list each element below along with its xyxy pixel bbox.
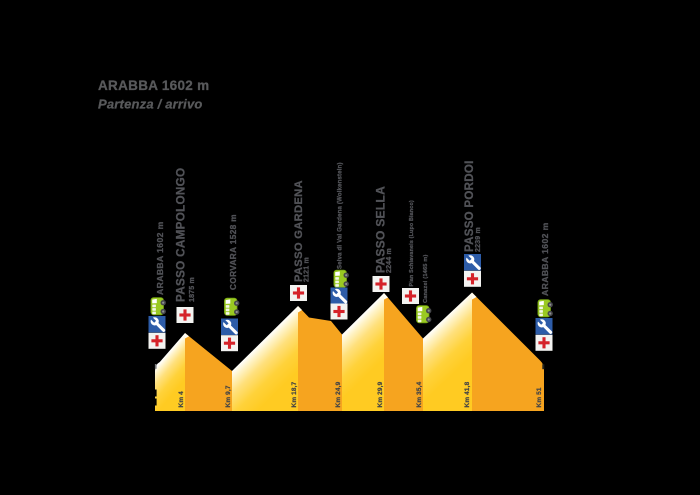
svg-text:Km 4: Km 4	[178, 391, 185, 408]
svg-text:Km 18,7: Km 18,7	[291, 381, 298, 407]
svg-text:Partenza / arrivo: Partenza / arrivo	[98, 97, 203, 112]
svg-text:Pian Schiavaneis (Lupo Bianco): Pian Schiavaneis (Lupo Bianco)	[409, 200, 415, 286]
svg-text:ARABBA 1602 m: ARABBA 1602 m	[98, 78, 209, 93]
svg-text:PASSO CAMPOLONGO: PASSO CAMPOLONGO	[175, 168, 188, 302]
svg-text:ARABBA 1602 m: ARABBA 1602 m	[540, 222, 550, 296]
svg-text:Km 29,9: Km 29,9	[377, 381, 384, 407]
svg-text:PASSO SELLA: PASSO SELLA	[374, 186, 388, 273]
svg-text:Km 9,7: Km 9,7	[225, 385, 232, 407]
svg-text:2244 m: 2244 m	[386, 248, 393, 273]
svg-text:1875 m: 1875 m	[189, 277, 196, 302]
svg-text:Km 35,4: Km 35,4	[416, 381, 423, 407]
svg-text:Km 24,9: Km 24,9	[335, 381, 342, 407]
svg-text:CORVARA 1528 m: CORVARA 1528 m	[229, 214, 238, 290]
svg-text:2239 m: 2239 m	[475, 227, 482, 252]
svg-text:Km 51: Km 51	[536, 387, 543, 407]
svg-text:PASSO GARDENA: PASSO GARDENA	[293, 180, 305, 282]
svg-text:Selva di Val Gardena (Wolkenst: Selva di Val Gardena (Wolkenstein)	[338, 162, 344, 269]
svg-text:Canazei (1465 m): Canazei (1465 m)	[423, 254, 429, 303]
svg-text:Km 41,8: Km 41,8	[464, 381, 471, 407]
svg-text:2121 m: 2121 m	[304, 257, 311, 282]
svg-text:ARABBA 1602 m: ARABBA 1602 m	[155, 221, 165, 295]
svg-text:PASSO PORDOI: PASSO PORDOI	[464, 160, 476, 252]
